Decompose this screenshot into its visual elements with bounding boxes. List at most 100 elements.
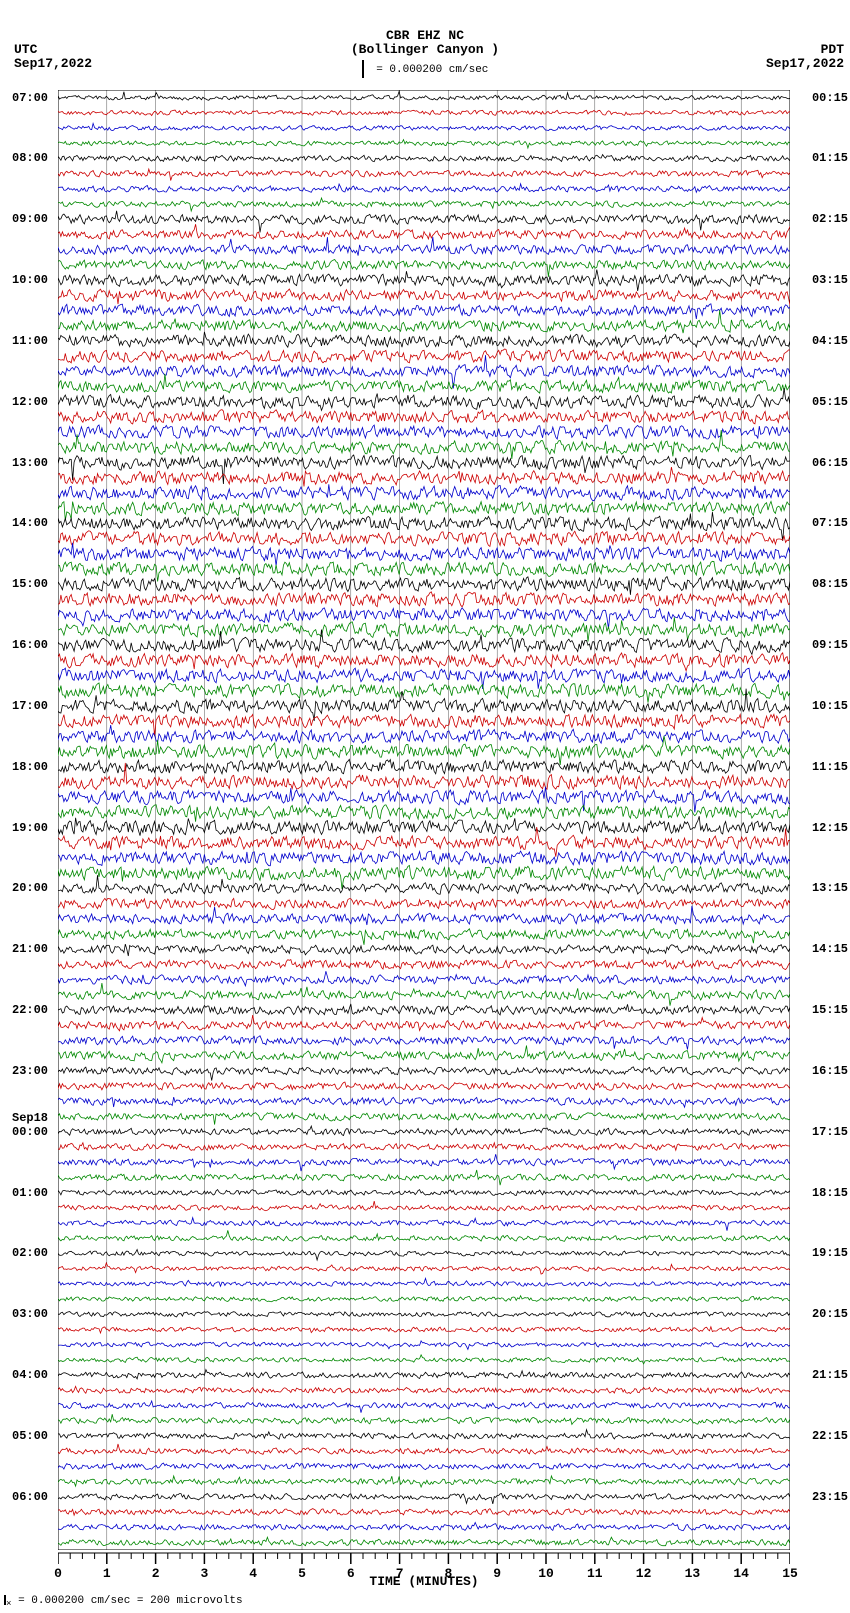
seismic-trace [58, 1036, 790, 1050]
seismic-trace [58, 653, 790, 671]
seismic-trace [58, 355, 790, 388]
right-time-label: 21:15 [812, 1369, 848, 1381]
seismic-trace [58, 898, 790, 910]
x-tick-label: 10 [538, 1566, 554, 1581]
right-time-label: 00:15 [812, 92, 848, 104]
seismic-trace [58, 224, 790, 239]
seismic-trace [58, 543, 790, 566]
seismic-trace [58, 123, 790, 130]
left-time-label: 10:00 [12, 274, 48, 286]
x-axis-ticks [58, 1552, 790, 1572]
seismic-trace [58, 865, 790, 889]
x-tick-label: 8 [444, 1566, 452, 1581]
station-name: (Bollinger Canyon ) [0, 42, 850, 57]
left-time-axis: 07:0008:0009:0010:0011:0012:0013:0014:00… [0, 90, 58, 1550]
x-tick-label: 7 [396, 1566, 404, 1581]
seismic-trace [58, 851, 790, 866]
seismic-trace [58, 110, 790, 115]
right-time-label: 11:15 [812, 761, 848, 773]
right-time-label: 05:15 [812, 396, 848, 408]
seismic-trace [58, 1250, 790, 1261]
date-left: Sep17,2022 [14, 56, 92, 71]
seismic-trace [58, 1296, 790, 1302]
seismic-trace [58, 270, 790, 291]
scale-bar-icon [362, 60, 364, 78]
x-tick-label: 2 [152, 1566, 160, 1581]
left-time-label: 17:00 [12, 700, 48, 712]
left-time-label: 13:00 [12, 457, 48, 469]
right-time-label: 09:15 [812, 639, 848, 651]
right-time-label: 15:15 [812, 1004, 848, 1016]
left-time-label: 23:00 [12, 1065, 48, 1077]
x-tick-label: 11 [587, 1566, 603, 1581]
seismic-trace [58, 1230, 790, 1241]
seismic-trace [58, 484, 790, 501]
seismic-trace [58, 1414, 790, 1424]
left-time-label: 21:00 [12, 943, 48, 955]
seismic-trace [58, 410, 790, 424]
x-tick-label: 12 [636, 1566, 652, 1581]
left-time-label: 02:00 [12, 1247, 48, 1259]
seismic-trace [58, 237, 790, 256]
seismic-trace [58, 929, 790, 945]
date-right: Sep17,2022 [766, 56, 844, 71]
right-time-label: 04:15 [812, 335, 848, 347]
footer-scale: × = 0.000200 cm/sec = 200 microvolts [4, 1595, 243, 1609]
right-time-label: 19:15 [812, 1247, 848, 1259]
seismic-trace [58, 827, 790, 857]
x-tick-label: 4 [249, 1566, 257, 1581]
left-time-label: 01:00 [12, 1187, 48, 1199]
seismic-trace [58, 1537, 790, 1546]
left-time-label: 12:00 [12, 396, 48, 408]
left-time-label: 06:00 [12, 1491, 48, 1503]
left-time-label: 05:00 [12, 1430, 48, 1442]
x-tick-label: 3 [200, 1566, 208, 1581]
seismic-trace [58, 467, 790, 486]
footer-text: = 0.000200 cm/sec = 200 microvolts [18, 1595, 242, 1607]
x-axis-label: TIME (MINUTES) [58, 1574, 790, 1589]
seismic-trace [58, 1154, 790, 1171]
seismic-trace [58, 1312, 790, 1317]
seismic-trace [58, 512, 790, 541]
x-tick-label: 15 [782, 1566, 798, 1581]
station-code: CBR EHZ NC [0, 28, 850, 43]
seismic-trace [58, 1113, 790, 1125]
seismic-trace [58, 1509, 790, 1516]
seismogram-plot [58, 90, 790, 1550]
seismic-trace [58, 289, 790, 305]
x-tick-label: 5 [298, 1566, 306, 1581]
seismic-trace [58, 983, 790, 1006]
seismic-trace [58, 725, 790, 743]
right-time-label: 03:15 [812, 274, 848, 286]
seismic-trace [58, 736, 790, 765]
seismic-trace [58, 140, 790, 148]
x-tick-label: 13 [685, 1566, 701, 1581]
right-time-label: 01:15 [812, 152, 848, 164]
seismic-trace [58, 1263, 790, 1274]
x-tick-label: 1 [103, 1566, 111, 1581]
right-time-label: 12:15 [812, 822, 848, 834]
right-time-axis: 00:1501:1502:1503:1504:1505:1506:1507:15… [790, 90, 848, 1550]
seismic-trace [58, 689, 790, 721]
seismic-trace [58, 944, 790, 956]
left-time-label: 14:00 [12, 517, 48, 529]
seismic-trace [58, 425, 790, 439]
seismic-trace [58, 1097, 790, 1107]
right-time-label: 20:15 [812, 1308, 848, 1320]
seismic-trace [58, 1126, 790, 1135]
seismic-trace [58, 1341, 790, 1350]
seismic-trace [58, 455, 790, 484]
seismic-trace [58, 617, 790, 641]
seismic-trace [58, 1370, 790, 1379]
seismic-trace [58, 211, 790, 233]
seismic-trace [58, 630, 790, 655]
left-time-label: 00:00 [12, 1126, 48, 1138]
seismic-trace [58, 960, 790, 970]
seismic-trace [58, 1430, 790, 1440]
seismic-trace [58, 1523, 790, 1531]
seismic-trace [58, 805, 790, 822]
seismogram-page: CBR EHZ NC (Bollinger Canyon ) = 0.00020… [0, 0, 850, 1613]
left-time-label: 03:00 [12, 1308, 48, 1320]
seismic-trace [58, 1494, 790, 1504]
seismic-trace [58, 592, 790, 607]
